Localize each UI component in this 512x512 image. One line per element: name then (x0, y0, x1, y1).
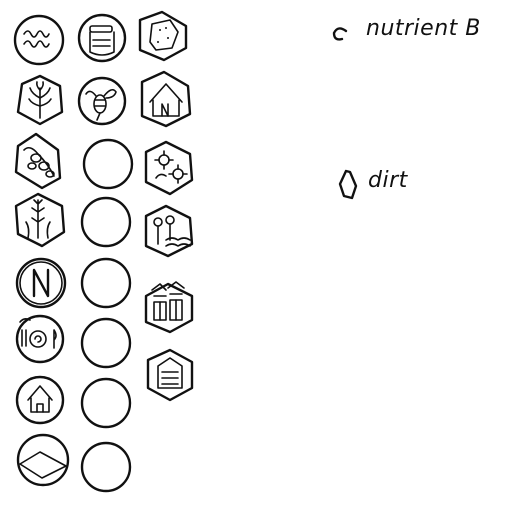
crates-hexagon-icon (144, 281, 194, 334)
circle-outline-icon (332, 27, 348, 41)
n-letter-circle-icon (15, 257, 67, 309)
seeds-hexagon-icon (14, 132, 62, 190)
empty-circle (80, 317, 132, 369)
dirt-label: dirt (368, 168, 408, 193)
empty-circle (80, 377, 132, 429)
sprouts-hexagon-icon (144, 204, 194, 258)
bee-circle-icon (77, 76, 127, 126)
water-circle-icon (13, 14, 65, 66)
rock-hexagon-icon (138, 10, 188, 62)
n-house-hexagon-icon (140, 70, 192, 128)
nutrient-b-label: nutrient B (366, 16, 481, 41)
hexagon-outline-icon (338, 169, 358, 200)
flowers-hexagon-icon (144, 140, 194, 196)
field-circle-icon (16, 433, 70, 487)
jar-circle-icon (77, 13, 127, 63)
plant-hexagon-icon (16, 74, 64, 126)
empty-circle (80, 257, 132, 309)
empty-circle (82, 138, 134, 190)
hive-hexagon-icon (146, 348, 194, 402)
food-circle-icon (15, 314, 65, 364)
empty-circle (80, 196, 132, 248)
grass-hexagon-icon (14, 192, 66, 248)
house-circle-icon (15, 375, 65, 425)
empty-circle (80, 441, 132, 493)
